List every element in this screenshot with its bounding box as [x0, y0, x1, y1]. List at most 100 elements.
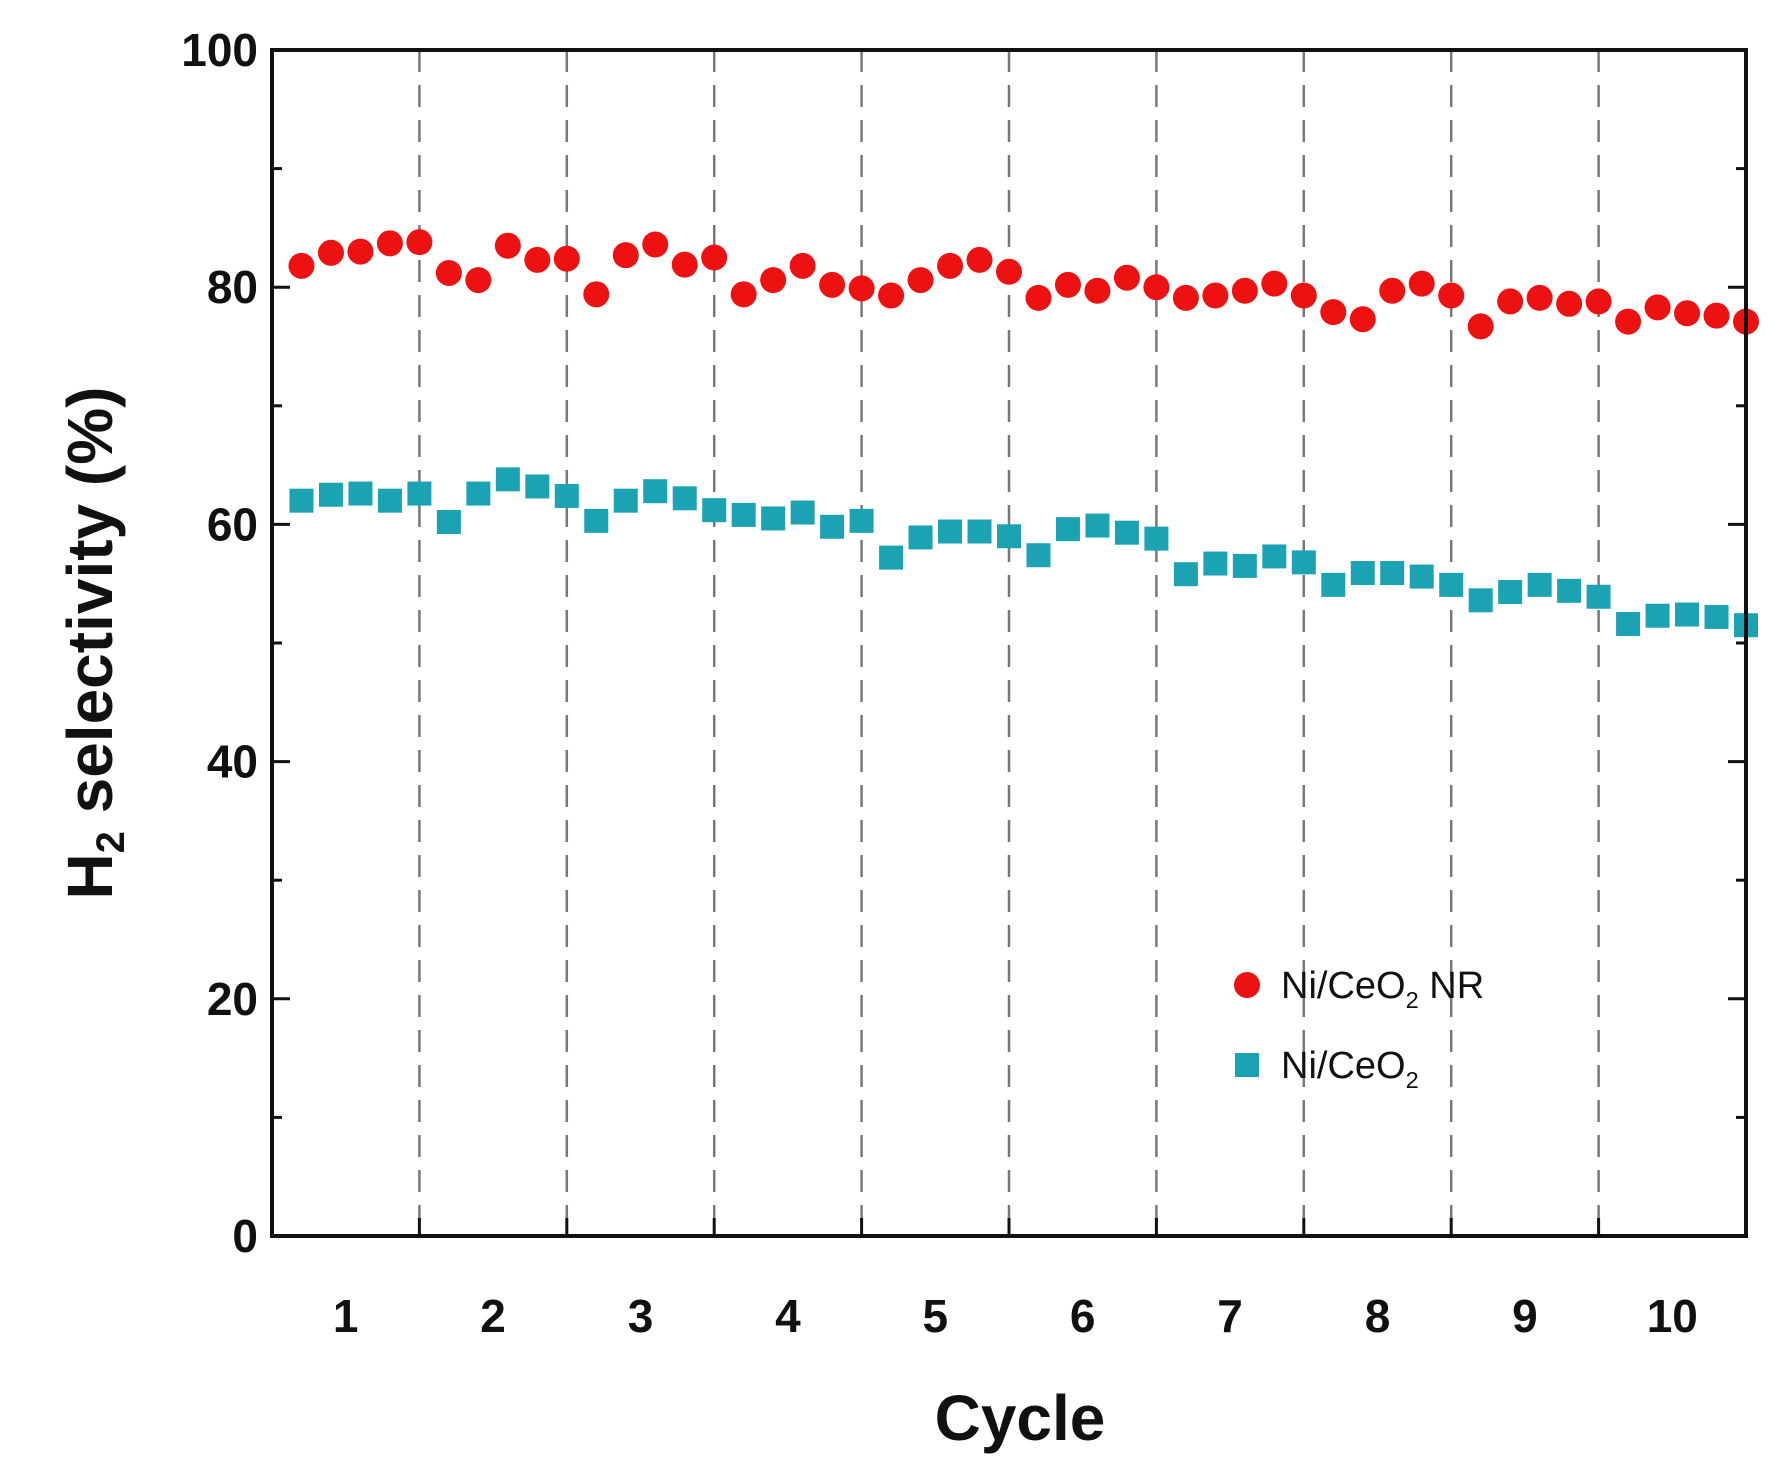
legend-entry-2-marker	[1235, 1053, 1259, 1077]
series-1-point-28	[1084, 277, 1111, 304]
series-1-point-3	[347, 238, 374, 265]
series-1-point-5	[406, 229, 433, 256]
series-1-point-14	[671, 251, 698, 278]
x-axis: 1 2 3 4 5 6 7 8 9 10	[333, 1218, 1698, 1342]
series-1-point-38	[1379, 277, 1406, 304]
series-2-point-20	[849, 508, 874, 533]
series-1-point-48	[1674, 300, 1701, 327]
series-2-point-45	[1586, 584, 1611, 609]
series-1-point-33	[1231, 277, 1258, 304]
series-1-point-41	[1467, 313, 1494, 340]
series-2-point-48	[1675, 602, 1700, 627]
legend-entry-1: Ni/CeO2 NR	[1234, 965, 1484, 1013]
series-2-point-4	[377, 488, 402, 513]
x-tick-label-6: 6	[1070, 1290, 1096, 1342]
x-tick-label-1: 1	[333, 1290, 359, 1342]
series-2-point-34	[1262, 544, 1287, 569]
series-1-point-19	[819, 271, 846, 298]
series-1-point-9	[524, 246, 551, 273]
series-1-point-26	[1025, 284, 1052, 311]
series-1-point-22	[907, 267, 934, 294]
x-tick-label-4: 4	[775, 1290, 801, 1342]
series-2-point-43	[1527, 572, 1552, 597]
series-2	[289, 467, 1758, 638]
series-1-point-44	[1556, 290, 1583, 317]
series-2-point-10	[554, 483, 579, 508]
x-tick-label-9: 9	[1512, 1290, 1538, 1342]
series-1-point-8	[494, 232, 521, 259]
series-2-point-18	[790, 500, 815, 525]
legend-entry-1-marker	[1234, 972, 1260, 998]
x-tick-label-2: 2	[480, 1290, 506, 1342]
series-2-point-21	[879, 545, 904, 570]
legend-entry-1-label-subscript: 2	[1406, 987, 1419, 1013]
x-tick-label-10: 10	[1647, 1290, 1698, 1342]
series-1-point-6	[435, 259, 462, 286]
data-series	[288, 229, 1759, 638]
series-1-point-29	[1113, 264, 1140, 291]
series-1-point-30	[1143, 274, 1170, 301]
series-1-point-46	[1615, 308, 1642, 335]
y-axis-title: H2 selectivity (%)	[54, 387, 133, 900]
series-2-point-35	[1291, 550, 1316, 575]
x-axis-title: Cycle	[935, 1382, 1106, 1454]
series-1-point-12	[612, 242, 639, 269]
series-1-point-47	[1644, 294, 1671, 321]
series-1-point-49	[1703, 302, 1730, 329]
series-2-point-11	[584, 508, 609, 533]
y-axis-title-subscript: 2	[89, 831, 133, 853]
series-2-point-9	[525, 474, 550, 499]
series-1-point-42	[1497, 288, 1524, 315]
series-2-point-3	[348, 481, 373, 506]
series-2-point-2	[318, 482, 343, 507]
series-1-point-15	[701, 244, 728, 271]
series-2-point-38	[1380, 561, 1405, 586]
series-1-point-18	[789, 252, 816, 279]
series-2-point-1	[289, 488, 314, 513]
series-1-point-7	[465, 267, 492, 294]
series-1-point-27	[1054, 271, 1081, 298]
y-axis: 0 20 40 60 80 100	[181, 24, 1746, 1262]
series-1-point-24	[966, 246, 993, 273]
y-tick-label-80: 80	[207, 261, 258, 313]
legend-entry-2: Ni/CeO2	[1235, 1045, 1419, 1093]
y-tick-label-40: 40	[207, 736, 258, 788]
series-2-point-19	[820, 514, 845, 539]
series-2-point-15	[702, 498, 727, 523]
series-1-point-2	[317, 239, 344, 266]
series-1-point-31	[1172, 284, 1199, 311]
series-2-point-28	[1085, 513, 1110, 538]
series-2-point-13	[643, 479, 668, 504]
series-2-point-6	[436, 510, 461, 535]
series-2-point-44	[1557, 578, 1582, 603]
series-1-point-13	[642, 231, 669, 258]
series-2-point-14	[672, 486, 697, 511]
series-2-point-39	[1409, 564, 1434, 589]
series-1-point-39	[1408, 270, 1435, 297]
series-1-point-35	[1290, 282, 1317, 309]
y-tick-label-100: 100	[181, 24, 258, 76]
series-2-point-8	[495, 467, 520, 492]
y-tick-label-20: 20	[207, 973, 258, 1025]
series-1-point-34	[1261, 270, 1288, 297]
series-2-point-27	[1055, 517, 1080, 542]
series-2-point-7	[466, 481, 491, 506]
series-2-point-31	[1173, 562, 1198, 587]
series-2-point-33	[1232, 553, 1257, 578]
legend-entry-1-label: Ni/CeO2 NR	[1281, 965, 1484, 1013]
x-tick-label-7: 7	[1217, 1290, 1243, 1342]
series-2-point-46	[1616, 612, 1641, 637]
series-2-point-22	[908, 525, 933, 550]
legend-entry-1-label-main: Ni/CeO	[1281, 965, 1406, 1007]
series-1-point-10	[553, 245, 580, 272]
series-2-point-5	[407, 481, 432, 506]
x-tick-label-8: 8	[1365, 1290, 1391, 1342]
y-tick-label-60: 60	[207, 498, 258, 550]
legend-entry-2-label-main: Ni/CeO	[1281, 1045, 1406, 1087]
series-1-point-4	[376, 230, 403, 257]
series-2-point-12	[613, 488, 638, 513]
legend-entry-2-label-subscript: 2	[1406, 1067, 1419, 1093]
series-2-point-32	[1203, 551, 1228, 576]
series-2-point-25	[997, 524, 1021, 549]
